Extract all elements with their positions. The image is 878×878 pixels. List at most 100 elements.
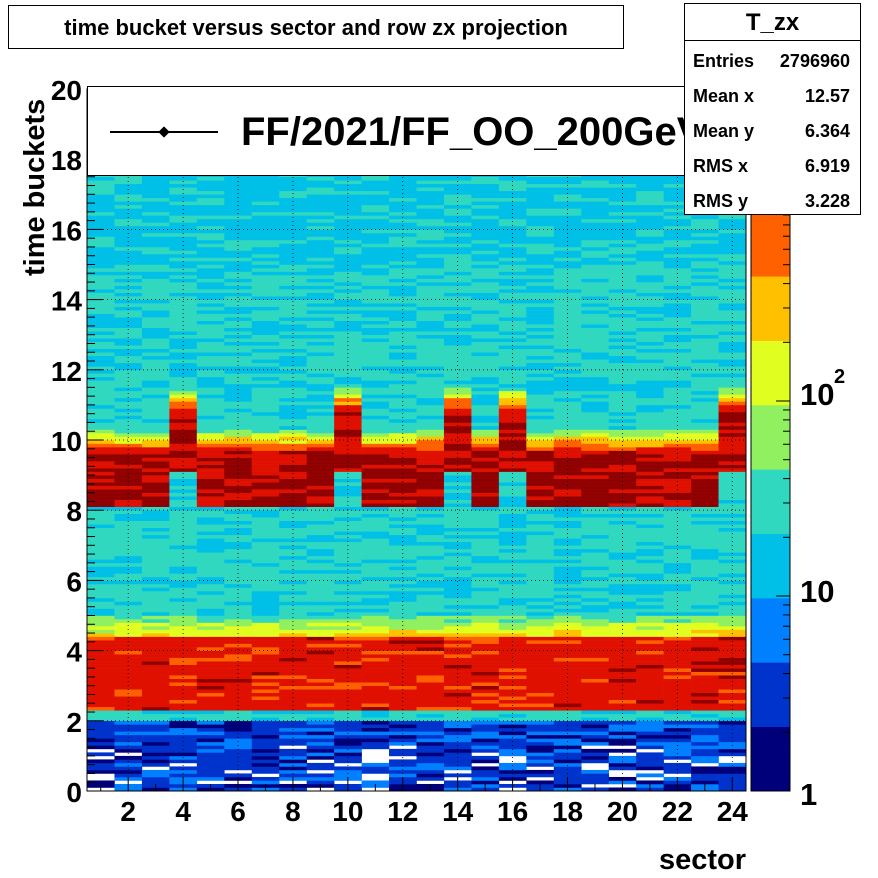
- heatmap-cell: [87, 541, 115, 546]
- heatmap-cell: [636, 176, 664, 181]
- heatmap-cell: [361, 633, 390, 637]
- heatmap-cell: [306, 741, 335, 746]
- heatmap-cell: [196, 187, 225, 192]
- heatmap-cell: [87, 650, 115, 655]
- heatmap-cell: [526, 759, 555, 764]
- heatmap-cell: [169, 317, 198, 321]
- heatmap-cell: [224, 745, 253, 750]
- heatmap-cell: [224, 748, 253, 753]
- heatmap-cell: [718, 450, 747, 455]
- heatmap-cell: [636, 717, 664, 722]
- heatmap-cell: [443, 601, 472, 606]
- heatmap-cell: [224, 668, 253, 672]
- heatmap-cell: [196, 538, 225, 543]
- heatmap-cell: [361, 187, 390, 192]
- heatmap-cell: [251, 647, 280, 651]
- heatmap-cell: [471, 303, 500, 307]
- heatmap-cell: [663, 334, 692, 339]
- heatmap-cell: [636, 352, 664, 357]
- heatmap-cell: [224, 278, 253, 283]
- heatmap-cell: [306, 671, 335, 676]
- heatmap-cell: [663, 236, 692, 241]
- heatmap-cell: [279, 580, 307, 585]
- heatmap-cell: [526, 327, 555, 332]
- heatmap-cell: [691, 282, 719, 286]
- heatmap-cell: [251, 447, 280, 451]
- heatmap-cell: [306, 776, 335, 781]
- heatmap-cell: [196, 499, 225, 504]
- heatmap-cell: [416, 738, 445, 743]
- heatmap-cell: [251, 748, 280, 753]
- heatmap-cell: [691, 478, 719, 483]
- heatmap-cell: [553, 545, 582, 550]
- heatmap-cell: [87, 475, 115, 479]
- heatmap-cell: [608, 489, 637, 493]
- heatmap-cell: [581, 187, 610, 192]
- heatmap-cell: [389, 310, 417, 314]
- heatmap-cell: [306, 401, 335, 406]
- heatmap-cell: [526, 208, 555, 213]
- heatmap-cell: [581, 348, 610, 353]
- heatmap-cell: [416, 759, 445, 764]
- heatmap-cell: [169, 324, 198, 328]
- colorbar-segment: [751, 358, 790, 365]
- heatmap-cell: [306, 197, 335, 202]
- heatmap-cell: [196, 752, 225, 757]
- heatmap-cell: [114, 664, 143, 669]
- heatmap-cell: [279, 401, 307, 406]
- heatmap-cell: [416, 429, 445, 434]
- heatmap-cell: [306, 492, 335, 497]
- heatmap-cell: [663, 485, 692, 490]
- heatmap-cell: [498, 334, 527, 339]
- heatmap-cell: [553, 682, 582, 686]
- heatmap-cell: [663, 713, 692, 718]
- heatmap-cell: [361, 548, 390, 553]
- heatmap-cell: [526, 706, 555, 711]
- heatmap-cell: [471, 510, 500, 515]
- heatmap-cell: [87, 404, 115, 409]
- heatmap-cell: [663, 619, 692, 623]
- heatmap-cell: [526, 390, 555, 395]
- heatmap-cell: [636, 548, 664, 553]
- heatmap-cell: [114, 229, 143, 234]
- heatmap-cell: [251, 404, 280, 409]
- heatmap-cell: [416, 590, 445, 595]
- colorbar-segment: [751, 264, 790, 271]
- heatmap-cell: [114, 257, 143, 262]
- heatmap-cell: [526, 762, 555, 767]
- colorbar-segment: [751, 258, 790, 265]
- heatmap-cell: [416, 236, 445, 241]
- heatmap-cell: [608, 717, 637, 722]
- heatmap-cell: [691, 404, 719, 409]
- heatmap-cell: [87, 373, 115, 378]
- heatmap-cell: [553, 724, 582, 729]
- heatmap-cell: [608, 626, 637, 630]
- heatmap-cell: [636, 597, 664, 602]
- heatmap-cell: [306, 404, 335, 409]
- heatmap-cell: [526, 404, 555, 409]
- heatmap-cell: [498, 482, 527, 486]
- heatmap-cell: [224, 404, 253, 409]
- heatmap-cell: [581, 197, 610, 202]
- heatmap-cell: [416, 531, 445, 536]
- heatmap-cell: [636, 461, 664, 465]
- heatmap-cell: [361, 366, 390, 371]
- heatmap-cell: [224, 661, 253, 665]
- heatmap-cell: [389, 520, 417, 525]
- heatmap-cell: [114, 190, 143, 195]
- heatmap-cell: [526, 236, 555, 241]
- heatmap-cell: [141, 194, 170, 199]
- heatmap-cell: [416, 373, 445, 378]
- heatmap-cell: [169, 734, 198, 739]
- heatmap-cell: [498, 341, 527, 346]
- heatmap-cell: [141, 296, 170, 300]
- heatmap-cell: [471, 239, 500, 244]
- heatmap-cell: [306, 692, 335, 697]
- heatmap-cell: [636, 260, 664, 265]
- heatmap-cell: [718, 741, 747, 746]
- heatmap-cell: [498, 713, 527, 718]
- heatmap-cell: [636, 538, 664, 543]
- heatmap-cell: [416, 769, 445, 774]
- heatmap-cell: [663, 278, 692, 283]
- heatmap-cell: [334, 510, 362, 515]
